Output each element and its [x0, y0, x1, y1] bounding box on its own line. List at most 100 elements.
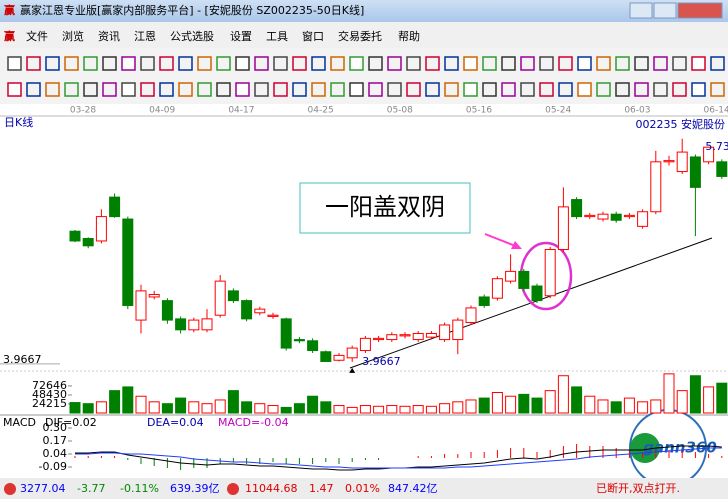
toolbar-button[interactable] [653, 56, 668, 71]
toolbar-button[interactable] [83, 82, 98, 97]
close-button[interactable] [677, 2, 723, 19]
toolbar-button[interactable] [102, 56, 117, 71]
toolbar-button[interactable] [520, 82, 535, 97]
toolbar-button[interactable] [710, 82, 725, 97]
menu-item[interactable]: 工具 [266, 30, 288, 43]
toolbar-button[interactable] [596, 82, 611, 97]
menu-item[interactable]: 文件 [26, 29, 48, 43]
toolbar-button[interactable] [349, 82, 364, 97]
toolbar-button[interactable] [7, 56, 22, 71]
toolbar-button[interactable] [292, 82, 307, 97]
toolbar-button[interactable] [482, 82, 497, 97]
toolbar-button[interactable] [197, 82, 212, 97]
volume-bar [689, 375, 701, 414]
toolbar-button[interactable] [406, 82, 421, 97]
toolbar-button[interactable] [273, 82, 288, 97]
toolbar-button[interactable] [235, 82, 250, 97]
menu-item[interactable]: 交易委托 [338, 29, 382, 43]
toolbar-button[interactable] [349, 56, 364, 71]
toolbar-button[interactable] [425, 82, 440, 97]
toolbar-button[interactable] [520, 56, 535, 71]
toolbar-button[interactable] [691, 82, 706, 97]
candle-body [610, 213, 622, 221]
toolbar-button[interactable] [254, 56, 269, 71]
menu-item[interactable]: 资讯 [98, 30, 120, 43]
toolbar-button[interactable] [292, 56, 307, 71]
toolbar-button[interactable] [197, 56, 212, 71]
toolbar-button[interactable] [311, 56, 326, 71]
toolbar-button[interactable] [45, 82, 60, 97]
toolbar-button[interactable] [368, 56, 383, 71]
menu-item[interactable]: 浏览 [62, 29, 84, 43]
toolbar-button[interactable] [577, 82, 592, 97]
toolbar-button[interactable] [45, 56, 60, 71]
date-axis [0, 104, 728, 116]
toolbar-button[interactable] [7, 82, 22, 97]
toolbar-button[interactable] [216, 56, 231, 71]
toolbar-button[interactable] [501, 56, 516, 71]
x-tick-label: 04-25 [308, 106, 334, 116]
toolbar-button[interactable] [710, 56, 725, 71]
toolbar-button[interactable] [463, 56, 478, 71]
toolbar-button[interactable] [121, 82, 136, 97]
menu-item[interactable]: 公式选股 [170, 30, 214, 43]
toolbar-button[interactable] [178, 82, 193, 97]
candle-body [109, 196, 121, 218]
toolbar-button[interactable] [615, 56, 630, 71]
toolbar-button[interactable] [159, 82, 174, 97]
toolbar-button[interactable] [672, 82, 687, 97]
volume-bar [531, 397, 543, 414]
volume-bar [425, 405, 437, 414]
toolbar-button[interactable] [330, 82, 345, 97]
minimize-button[interactable] [629, 2, 653, 19]
toolbar-button[interactable] [539, 82, 554, 97]
toolbar-button[interactable] [577, 56, 592, 71]
toolbar-button[interactable] [178, 56, 193, 71]
toolbar-button[interactable] [482, 56, 497, 71]
toolbar-button[interactable] [140, 56, 155, 71]
toolbar-button[interactable] [254, 82, 269, 97]
menu-item[interactable]: 设置 [230, 30, 252, 43]
toolbar-button[interactable] [26, 82, 41, 97]
toolbar-button[interactable] [444, 56, 459, 71]
candle-body [188, 319, 200, 331]
toolbar-button[interactable] [596, 56, 611, 71]
toolbar-button[interactable] [121, 56, 136, 71]
toolbar-button[interactable] [83, 56, 98, 71]
volume-bar [307, 395, 319, 414]
toolbar-button[interactable] [140, 82, 155, 97]
toolbar-button[interactable] [406, 56, 421, 71]
toolbar-button[interactable] [539, 56, 554, 71]
toolbar-button[interactable] [311, 82, 326, 97]
toolbar-button[interactable] [634, 82, 649, 97]
toolbar-button[interactable] [387, 56, 402, 71]
toolbar-button[interactable] [330, 56, 345, 71]
menu-item[interactable]: 窗口 [302, 29, 324, 43]
toolbar-button[interactable] [501, 82, 516, 97]
toolbar-button[interactable] [64, 82, 79, 97]
toolbar-button[interactable] [26, 56, 41, 71]
menu-item[interactable]: 帮助 [398, 29, 420, 43]
toolbar-button[interactable] [387, 82, 402, 97]
toolbar-button[interactable] [558, 82, 573, 97]
toolbar-button[interactable] [444, 82, 459, 97]
toolbar-button[interactable] [634, 56, 649, 71]
toolbar-button[interactable] [159, 56, 174, 71]
toolbar-button[interactable] [64, 56, 79, 71]
toolbar-button[interactable] [615, 82, 630, 97]
maximize-button[interactable] [653, 2, 677, 19]
toolbar-button[interactable] [102, 82, 117, 97]
toolbar-button[interactable] [273, 56, 288, 71]
toolbar-button[interactable] [691, 56, 706, 71]
toolbar-button[interactable] [216, 82, 231, 97]
toolbar-button[interactable] [463, 82, 478, 97]
volume-bar [584, 395, 596, 414]
toolbar-button[interactable] [235, 56, 250, 71]
toolbar-button[interactable] [558, 56, 573, 71]
toolbar-button[interactable] [672, 56, 687, 71]
toolbar-button[interactable] [425, 56, 440, 71]
toolbar-button[interactable] [653, 82, 668, 97]
toolbar-button[interactable] [368, 82, 383, 97]
menu-item[interactable]: 江恩 [134, 30, 156, 43]
candle-body [689, 156, 701, 188]
